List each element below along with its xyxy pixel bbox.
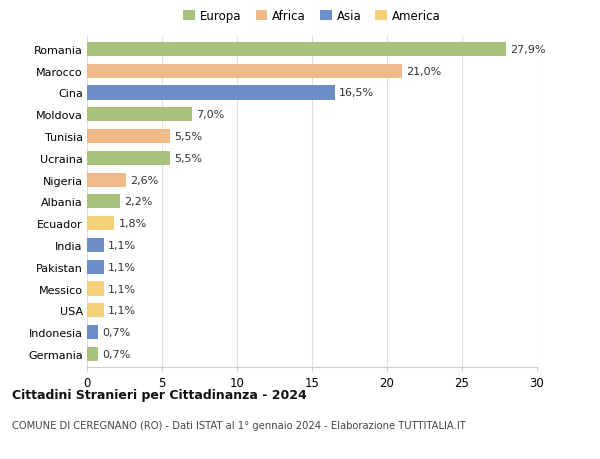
Text: 1,1%: 1,1%: [108, 241, 136, 251]
Text: 2,6%: 2,6%: [131, 175, 159, 185]
Text: 7,0%: 7,0%: [197, 110, 225, 120]
Text: 1,1%: 1,1%: [108, 306, 136, 316]
Bar: [87, 260, 104, 274]
Bar: [87, 347, 97, 361]
Text: 1,1%: 1,1%: [108, 284, 136, 294]
Bar: [87, 282, 104, 296]
Bar: [87, 86, 335, 101]
Text: 5,5%: 5,5%: [174, 153, 202, 163]
Bar: [87, 64, 402, 78]
Bar: [87, 325, 97, 340]
Bar: [87, 173, 126, 187]
Bar: [87, 303, 104, 318]
Bar: [87, 238, 104, 252]
Bar: [87, 195, 120, 209]
Text: 16,5%: 16,5%: [339, 88, 374, 98]
Bar: [87, 151, 170, 166]
Text: 1,8%: 1,8%: [119, 218, 147, 229]
Text: 0,7%: 0,7%: [102, 349, 130, 359]
Bar: [87, 108, 192, 122]
Text: 0,7%: 0,7%: [102, 327, 130, 337]
Bar: [87, 217, 114, 231]
Legend: Europa, Africa, Asia, America: Europa, Africa, Asia, America: [179, 5, 445, 28]
Text: Cittadini Stranieri per Cittadinanza - 2024: Cittadini Stranieri per Cittadinanza - 2…: [12, 388, 307, 401]
Text: 21,0%: 21,0%: [407, 67, 442, 77]
Bar: [87, 129, 170, 144]
Text: 2,2%: 2,2%: [125, 197, 153, 207]
Bar: [87, 43, 505, 57]
Text: 27,9%: 27,9%: [510, 45, 545, 55]
Text: 5,5%: 5,5%: [174, 132, 202, 142]
Text: COMUNE DI CEREGNANO (RO) - Dati ISTAT al 1° gennaio 2024 - Elaborazione TUTTITAL: COMUNE DI CEREGNANO (RO) - Dati ISTAT al…: [12, 420, 466, 430]
Text: 1,1%: 1,1%: [108, 262, 136, 272]
